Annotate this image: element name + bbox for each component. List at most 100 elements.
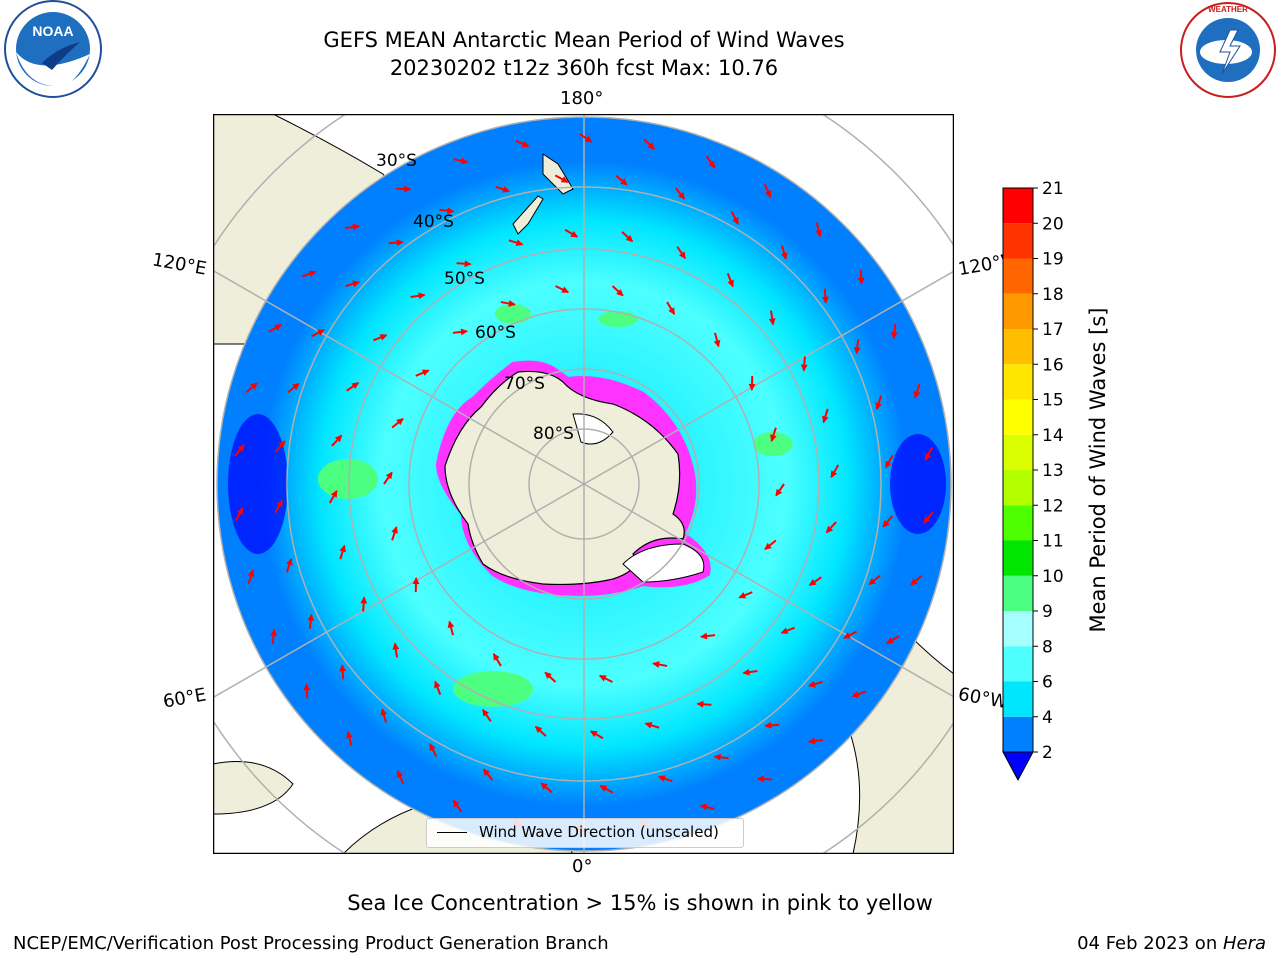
colorbar-segment: [1003, 258, 1033, 294]
colorbar-segment: [1003, 188, 1033, 224]
wind-arrow-head: [868, 577, 876, 586]
wind-arrow-head: [292, 382, 300, 391]
wind-arrow-head: [352, 280, 361, 288]
wind-arrow-head: [429, 743, 436, 751]
wind-arrow-head: [276, 499, 283, 508]
wind-arrow-head: [452, 799, 460, 808]
wind-arrow-head: [421, 369, 430, 376]
wind-arrow-head: [924, 453, 932, 461]
wind-arrow-head: [882, 520, 890, 528]
wind-arrow-head: [460, 157, 469, 165]
wind-arrow-head: [561, 286, 570, 293]
wind-arrow-head: [764, 542, 772, 550]
wind-arrow-head: [584, 135, 593, 143]
wind-arrow-head: [434, 680, 441, 689]
wind-arrow-head: [647, 142, 656, 150]
colorbar-segment: [1003, 399, 1033, 435]
wind-arrow-head: [508, 300, 516, 307]
wind-arrow-head: [620, 178, 628, 186]
colorbar: 2 4 6 8 9 10 11 12 13 14 15 16 17 18 19 20 21: [1002, 180, 1064, 782]
colorbar-segment: [1003, 434, 1033, 470]
wind-arrow-head: [502, 186, 511, 193]
colorbar-tick-label: 4: [1042, 708, 1053, 728]
wind-arrow-head: [825, 525, 834, 534]
colorbar-segment: [1003, 505, 1033, 541]
colorbar-tick-label: 6: [1042, 673, 1053, 693]
wind-arrow-head: [544, 671, 552, 679]
colorbar-segment: [1003, 329, 1033, 365]
chart-title: GEFS MEAN Antarctic Mean Period of Wind …: [323, 28, 845, 52]
wind-arrow-head: [515, 239, 524, 246]
wind-arrow-head: [464, 260, 472, 268]
colorbar-tick-label: 14: [1042, 426, 1064, 446]
wind-arrow-head: [708, 160, 716, 169]
wind-arrow-head: [830, 470, 838, 479]
wind-arrow-head: [677, 192, 686, 200]
wind-arrow-head: [696, 700, 704, 708]
wind-arrow-head: [770, 434, 777, 443]
wind-arrow-head: [250, 382, 258, 390]
colorbar-tick-label: 8: [1042, 637, 1053, 657]
colorbar-tick-label: 11: [1042, 532, 1064, 552]
wind-arrow-head: [278, 440, 286, 448]
colorbar-segment: [1003, 681, 1033, 717]
wind-arrow-head: [800, 364, 808, 372]
wind-arrow-head: [738, 592, 747, 599]
wind-arrow-head: [756, 775, 764, 783]
wind-arrow-head: [237, 444, 245, 452]
colorbar-tick-label: 16: [1042, 355, 1064, 375]
wind-arrow-head: [808, 578, 817, 586]
footer-date: 04 Feb 2023 on Hera: [1077, 933, 1266, 954]
lat-label-70s: 70°S: [504, 374, 545, 394]
wind-arrow-head: [742, 668, 750, 676]
wind-arrow-head: [418, 292, 426, 300]
wind-arrow-head: [236, 507, 244, 515]
colorbar-tick-label: 13: [1042, 461, 1064, 481]
lat-label-80s: 80°S: [533, 424, 574, 444]
wind-arrow-head: [875, 402, 882, 411]
wind-arrow-head: [678, 251, 686, 260]
wind-arrow-head: [334, 434, 343, 443]
legend-line-swatch: [437, 832, 467, 833]
wind-wave-arrows: [234, 133, 934, 835]
wind-arrow-head: [764, 190, 772, 199]
colorbar-tick-label: 12: [1042, 496, 1064, 516]
colorbar-segment: [1003, 470, 1033, 506]
colorbar-tick-label: 9: [1042, 602, 1053, 622]
colorbar-tick-label: 10: [1042, 567, 1064, 587]
wind-arrow-head: [768, 318, 776, 326]
wind-arrow-head: [625, 234, 634, 243]
noaa-logo: NOAA: [4, 0, 102, 98]
wind-arrow-head: [853, 347, 861, 355]
wind-arrow-head: [396, 769, 404, 778]
nws-logo: WEATHER: [1180, 2, 1276, 98]
colorbar-tick-label: 19: [1042, 250, 1064, 270]
wind-arrow-head: [807, 680, 816, 688]
wind-arrow-head: [330, 489, 338, 498]
wind-arrow-head: [447, 620, 455, 629]
wind-arrow-head: [482, 768, 491, 776]
wind-arrow-head: [616, 289, 624, 297]
wind-arrow-head: [247, 569, 255, 578]
colorbar-label: Mean Period of Wind Waves [s]: [1086, 307, 1110, 633]
wind-arrow-head: [815, 229, 822, 238]
map-legend: Wind Wave Direction (unscaled): [426, 818, 744, 848]
colorbar-segment: [1003, 611, 1033, 647]
wind-arrow-head: [274, 324, 282, 331]
wind-arrow-head: [380, 707, 388, 716]
colorbar-segment: [1003, 716, 1033, 752]
wind-arrow-head: [910, 578, 918, 586]
wind-arrow-head: [843, 632, 851, 639]
wind-arrow-head: [396, 239, 404, 247]
legend-label: Wind Wave Direction (unscaled): [479, 823, 719, 841]
wind-arrow-head: [668, 307, 675, 316]
wind-arrow-head: [352, 223, 361, 231]
lat-label-60s: 60°S: [475, 323, 516, 343]
wind-arrow-head: [412, 576, 420, 585]
wind-arrow-head: [482, 708, 490, 717]
wind-arrow-head: [346, 730, 353, 739]
colorbar-segment: [1003, 540, 1033, 576]
colorbar-segment: [1003, 646, 1033, 682]
lon-label-0: 0°: [572, 856, 593, 877]
svg-text:NOAA: NOAA: [32, 23, 73, 39]
